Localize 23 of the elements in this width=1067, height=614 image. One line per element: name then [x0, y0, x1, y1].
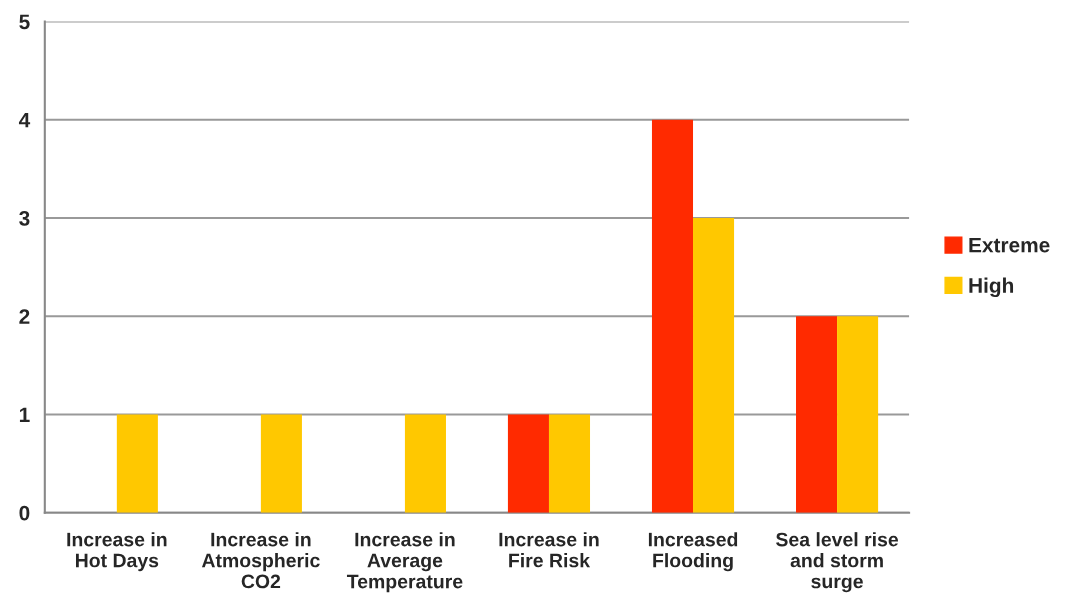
- bar: [507, 414, 549, 513]
- legend-label: Extreme: [969, 237, 1050, 253]
- bar: [796, 316, 838, 513]
- x-tick-label: Increase in Average Temperature: [346, 532, 463, 593]
- bar: [837, 316, 879, 513]
- y-tick-label: 2: [19, 309, 30, 324]
- x-tick-label: Increased Flooding: [648, 532, 738, 572]
- y-tick-label: 1: [19, 407, 30, 422]
- y-tick-label: 5: [19, 14, 30, 30]
- bar: [548, 414, 591, 513]
- y-tick-label: 0: [19, 505, 30, 521]
- bar: [693, 217, 735, 513]
- bar: [651, 119, 694, 513]
- bar: [116, 414, 158, 513]
- bar: [404, 414, 446, 513]
- x-tick-label: Increase in Hot Days: [67, 532, 167, 572]
- bar: [260, 414, 302, 513]
- x-tick-label: Increase in Fire Risk: [499, 532, 599, 568]
- x-tick-label: Sea level rise and storm surge: [776, 532, 899, 593]
- y-tick-label: 3: [19, 210, 30, 226]
- x-tick-label: Increase in Atmospheric CO2: [201, 532, 320, 589]
- legend-label: High: [969, 277, 1014, 298]
- y-tick-label: 4: [18, 112, 31, 128]
